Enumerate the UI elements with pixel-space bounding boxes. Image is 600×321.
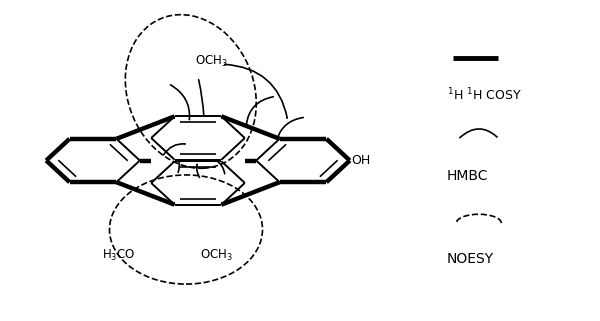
Text: HMBC: HMBC bbox=[447, 169, 488, 183]
FancyArrowPatch shape bbox=[460, 129, 497, 138]
FancyArrowPatch shape bbox=[199, 80, 204, 116]
FancyArrowPatch shape bbox=[217, 161, 224, 174]
FancyArrowPatch shape bbox=[170, 85, 190, 119]
Text: OCH$_3$: OCH$_3$ bbox=[200, 247, 232, 263]
Text: $^{1}$H $^{1}$H COSY: $^{1}$H $^{1}$H COSY bbox=[447, 87, 522, 103]
FancyArrowPatch shape bbox=[225, 64, 287, 118]
Text: OCH$_3$: OCH$_3$ bbox=[195, 53, 228, 69]
Text: H$_3$CO: H$_3$CO bbox=[102, 247, 136, 263]
FancyArrowPatch shape bbox=[197, 164, 200, 178]
FancyArrowPatch shape bbox=[277, 117, 303, 139]
Text: OH: OH bbox=[351, 154, 370, 167]
FancyArrowPatch shape bbox=[178, 161, 179, 172]
FancyArrowPatch shape bbox=[163, 144, 185, 155]
Text: NOESY: NOESY bbox=[447, 252, 494, 266]
FancyArrowPatch shape bbox=[247, 97, 273, 124]
